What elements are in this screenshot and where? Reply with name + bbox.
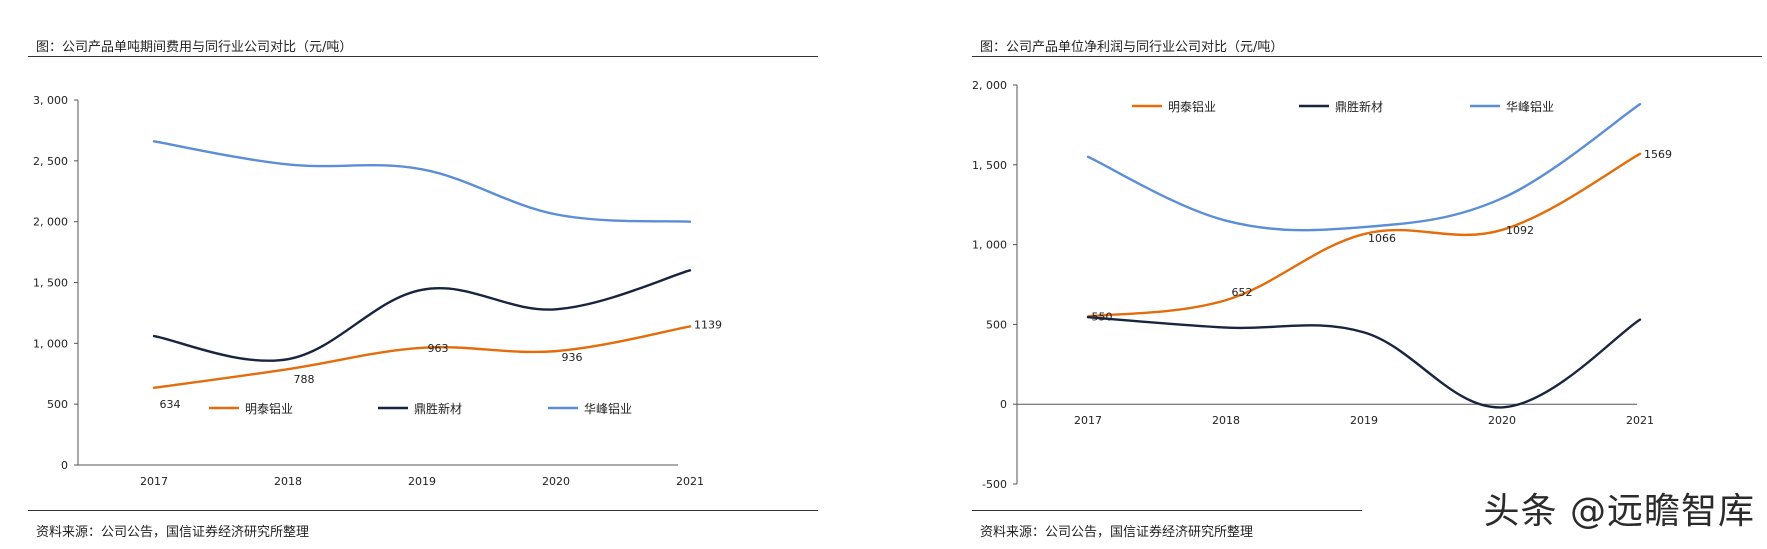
data-label: 788 — [294, 373, 315, 386]
x-tick-label: 2018 — [274, 475, 302, 488]
series-line — [1086, 152, 1642, 318]
series-line — [152, 140, 692, 223]
x-tick-label: 2021 — [676, 475, 704, 488]
chart-title: 图：公司产品单位净利润与同行业公司对比（元/吨） — [980, 40, 1284, 55]
line-chart-expenses: 0 500 1, 000 1, 500 2, 000 2, 500 3, 000 2017 20… — [33, 94, 722, 488]
y-tick-label: 500 — [986, 318, 1007, 331]
title-rule — [972, 56, 1762, 57]
y-tick-label: -500 — [982, 478, 1007, 491]
data-label: 1092 — [1506, 224, 1534, 237]
x-tick-label: 2020 — [542, 475, 570, 488]
source-note: 资料来源：公司公告，国信证券经济研究所整理 — [980, 525, 1254, 540]
legend-label: 鼎胜新材 — [1335, 99, 1383, 114]
legend-label: 明泰铝业 — [1168, 99, 1216, 114]
y-tick-label: 1, 000 — [33, 337, 68, 350]
series-line — [1086, 102, 1642, 232]
x-tick-label: 2017 — [1074, 414, 1102, 427]
data-label: 1139 — [694, 318, 722, 331]
data-label: 652 — [1232, 286, 1253, 299]
data-label: 936 — [562, 351, 583, 364]
series-line — [152, 269, 692, 362]
y-tick-label: 0 — [1000, 398, 1007, 411]
x-tick-label: 2017 — [140, 475, 168, 488]
legend-label: 明泰铝业 — [245, 401, 293, 416]
source-rule — [972, 510, 1362, 511]
series-line — [152, 325, 692, 390]
chart-panel-expenses: 图：公司产品单吨期间费用与同行业公司对比（元/吨） 0 500 1, 000 1, 5… — [0, 0, 820, 549]
y-tick-label: 500 — [47, 398, 68, 411]
data-label: 550 — [1092, 310, 1113, 323]
y-tick-label: 1, 000 — [972, 239, 1007, 252]
data-label: 963 — [428, 342, 449, 355]
x-tick-label: 2019 — [408, 475, 436, 488]
y-tick-label: 2, 500 — [33, 155, 68, 168]
data-label: 634 — [160, 398, 181, 411]
y-tick-label: 1, 500 — [972, 159, 1007, 172]
x-tick-label: 2018 — [1212, 414, 1240, 427]
source-rule — [28, 510, 818, 511]
x-tick-label: 2019 — [1350, 414, 1378, 427]
y-tick-label: 0 — [61, 459, 68, 472]
y-tick-label: 2, 000 — [33, 216, 68, 229]
y-tick-label: 1, 500 — [33, 277, 68, 290]
legend-label: 华峰铝业 — [1506, 99, 1554, 114]
chart-title: 图：公司产品单吨期间费用与同行业公司对比（元/吨） — [36, 40, 353, 55]
legend-label: 华峰铝业 — [584, 401, 632, 416]
y-tick-label: 2, 000 — [972, 79, 1007, 92]
source-note: 资料来源：公司公告，国信证券经济研究所整理 — [36, 525, 310, 540]
data-label: 1066 — [1368, 232, 1396, 245]
data-label: 1569 — [1644, 148, 1672, 161]
title-rule — [28, 56, 818, 57]
x-tick-label: 2021 — [1626, 414, 1654, 427]
line-chart-net-profit: -500 0 500 1, 000 1, 500 2, 000 2017 2018 2019 20… — [972, 79, 1672, 491]
series-line — [1086, 316, 1642, 409]
legend-label: 鼎胜新材 — [414, 401, 462, 416]
y-tick-label: 3, 000 — [33, 94, 68, 107]
x-tick-label: 2020 — [1488, 414, 1516, 427]
chart-panel-net-profit: 图：公司产品单位净利润与同行业公司对比（元/吨） -500 0 500 1, 000 1… — [944, 0, 1767, 549]
watermark-text: 头条 @远瞻智库 — [1483, 491, 1755, 532]
